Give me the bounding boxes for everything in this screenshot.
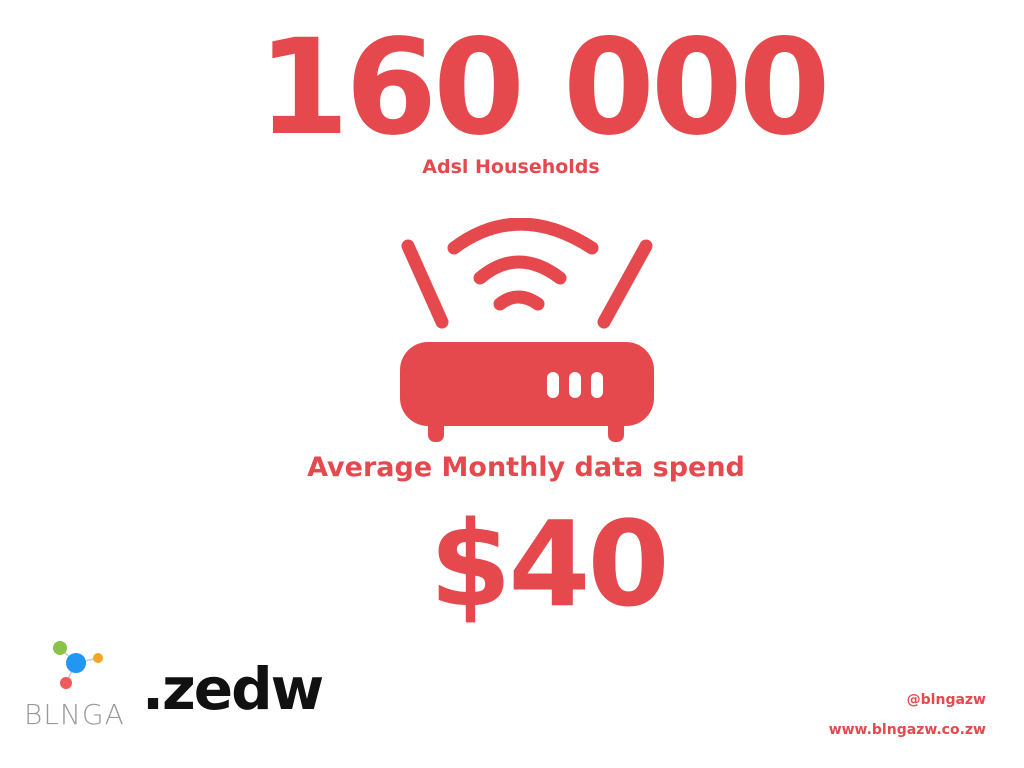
antenna-right xyxy=(597,239,653,329)
wifi-arc-middle xyxy=(473,255,567,285)
spend-label: Average Monthly data spend xyxy=(307,452,745,483)
brand-logo: BLNGA xyxy=(20,636,150,736)
wifi-arc-outer xyxy=(447,218,599,255)
router-light xyxy=(547,372,559,398)
brand-suffix: .zedw xyxy=(142,655,324,723)
router-foot-right xyxy=(608,418,624,442)
households-caption: Adsl Households xyxy=(422,156,600,178)
router-light xyxy=(569,372,581,398)
website-link[interactable]: www.blngazw.co.zw xyxy=(828,722,986,738)
social-handle[interactable]: @blngazw xyxy=(906,692,986,708)
spend-value: $40 xyxy=(429,495,669,633)
wifi-router-icon xyxy=(400,218,654,442)
brand-wordmark: BLNGA xyxy=(24,698,125,731)
households-count: 160 000 xyxy=(257,11,830,165)
router-foot-left xyxy=(428,418,444,442)
router-light xyxy=(591,372,603,398)
molecule-icon xyxy=(53,641,103,689)
wifi-arc-inner xyxy=(493,290,545,311)
antenna-left xyxy=(401,239,449,329)
router-body xyxy=(400,342,654,426)
